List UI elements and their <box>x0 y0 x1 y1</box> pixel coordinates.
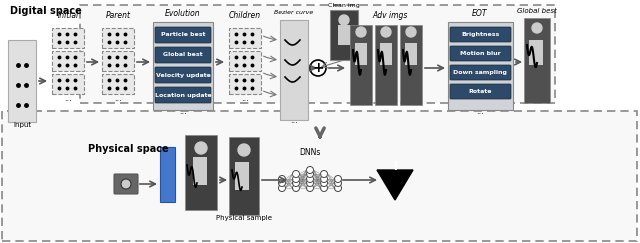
Text: Adv imgs: Adv imgs <box>372 11 408 20</box>
FancyBboxPatch shape <box>524 18 550 103</box>
Text: Particle best: Particle best <box>161 33 205 37</box>
FancyBboxPatch shape <box>80 5 555 103</box>
Text: Velocity update: Velocity update <box>156 72 211 78</box>
Text: Parent: Parent <box>106 11 131 20</box>
FancyBboxPatch shape <box>114 174 138 194</box>
Circle shape <box>121 179 131 189</box>
FancyBboxPatch shape <box>229 51 261 71</box>
FancyBboxPatch shape <box>450 84 511 99</box>
Text: !: ! <box>392 160 398 174</box>
FancyBboxPatch shape <box>52 51 84 71</box>
Text: Digital space: Digital space <box>10 6 82 16</box>
FancyBboxPatch shape <box>235 162 249 190</box>
Circle shape <box>321 175 328 182</box>
Circle shape <box>278 184 285 191</box>
Circle shape <box>406 27 416 37</box>
Text: Evolution: Evolution <box>165 9 201 18</box>
Text: ...: ... <box>179 107 187 116</box>
Circle shape <box>321 171 328 177</box>
Text: Motion blur: Motion blur <box>460 51 500 56</box>
FancyBboxPatch shape <box>529 40 543 65</box>
Circle shape <box>335 175 342 182</box>
Text: Physical sample: Physical sample <box>216 215 272 221</box>
FancyBboxPatch shape <box>2 111 637 241</box>
Text: ...: ... <box>114 94 122 103</box>
Circle shape <box>307 171 314 177</box>
FancyBboxPatch shape <box>375 25 397 105</box>
FancyBboxPatch shape <box>155 67 211 83</box>
Circle shape <box>307 180 314 186</box>
FancyBboxPatch shape <box>155 27 211 43</box>
FancyBboxPatch shape <box>280 20 308 120</box>
FancyBboxPatch shape <box>153 22 213 110</box>
Text: EOT: EOT <box>472 9 488 18</box>
FancyBboxPatch shape <box>193 157 207 185</box>
FancyBboxPatch shape <box>338 25 350 45</box>
Circle shape <box>292 184 300 191</box>
Circle shape <box>278 180 285 186</box>
FancyBboxPatch shape <box>229 74 261 94</box>
Text: Clean img: Clean img <box>328 3 360 8</box>
FancyBboxPatch shape <box>155 47 211 63</box>
FancyBboxPatch shape <box>52 74 84 94</box>
Circle shape <box>335 184 342 191</box>
FancyBboxPatch shape <box>8 40 36 122</box>
Circle shape <box>310 60 326 76</box>
FancyBboxPatch shape <box>102 51 134 71</box>
Text: Children: Children <box>229 11 261 20</box>
Text: ...: ... <box>290 116 298 125</box>
Circle shape <box>335 180 342 186</box>
FancyBboxPatch shape <box>102 74 134 94</box>
FancyBboxPatch shape <box>380 43 392 65</box>
Text: ...: ... <box>476 107 484 116</box>
FancyBboxPatch shape <box>155 87 211 103</box>
FancyBboxPatch shape <box>450 27 511 42</box>
Text: Input: Input <box>13 122 31 128</box>
FancyBboxPatch shape <box>102 28 134 48</box>
Circle shape <box>307 166 314 174</box>
Circle shape <box>307 175 314 182</box>
FancyBboxPatch shape <box>160 147 175 202</box>
Text: ...: ... <box>241 94 249 103</box>
FancyBboxPatch shape <box>448 22 513 110</box>
Circle shape <box>278 175 285 182</box>
Text: Down sampling: Down sampling <box>453 70 507 75</box>
Circle shape <box>292 180 300 186</box>
Circle shape <box>532 23 542 33</box>
Text: Location update: Location update <box>155 93 211 97</box>
Polygon shape <box>377 170 413 200</box>
Text: Rotate: Rotate <box>468 89 492 94</box>
Text: Physical space: Physical space <box>88 144 168 154</box>
FancyBboxPatch shape <box>350 25 372 105</box>
FancyBboxPatch shape <box>229 137 259 215</box>
Circle shape <box>292 171 300 177</box>
FancyBboxPatch shape <box>400 25 422 105</box>
Text: +: + <box>312 61 324 75</box>
Circle shape <box>195 142 207 154</box>
Text: Global best: Global best <box>517 8 557 14</box>
Circle shape <box>356 27 366 37</box>
FancyBboxPatch shape <box>229 28 261 48</box>
FancyBboxPatch shape <box>330 10 358 60</box>
Text: Global best: Global best <box>163 52 203 58</box>
FancyBboxPatch shape <box>450 46 511 61</box>
Circle shape <box>307 184 314 191</box>
Text: Bezier curve: Bezier curve <box>275 10 314 15</box>
Circle shape <box>238 144 250 156</box>
Circle shape <box>339 15 349 25</box>
FancyBboxPatch shape <box>355 43 367 65</box>
FancyBboxPatch shape <box>405 43 417 65</box>
Circle shape <box>292 175 300 182</box>
Text: DNNs: DNNs <box>300 148 321 157</box>
Circle shape <box>321 184 328 191</box>
FancyBboxPatch shape <box>185 135 217 210</box>
Circle shape <box>321 180 328 186</box>
Text: Brightness: Brightness <box>461 32 499 37</box>
FancyBboxPatch shape <box>52 28 84 48</box>
Text: Initial: Initial <box>58 11 79 20</box>
FancyBboxPatch shape <box>450 65 511 80</box>
Circle shape <box>381 27 391 37</box>
Text: ...: ... <box>64 94 72 103</box>
